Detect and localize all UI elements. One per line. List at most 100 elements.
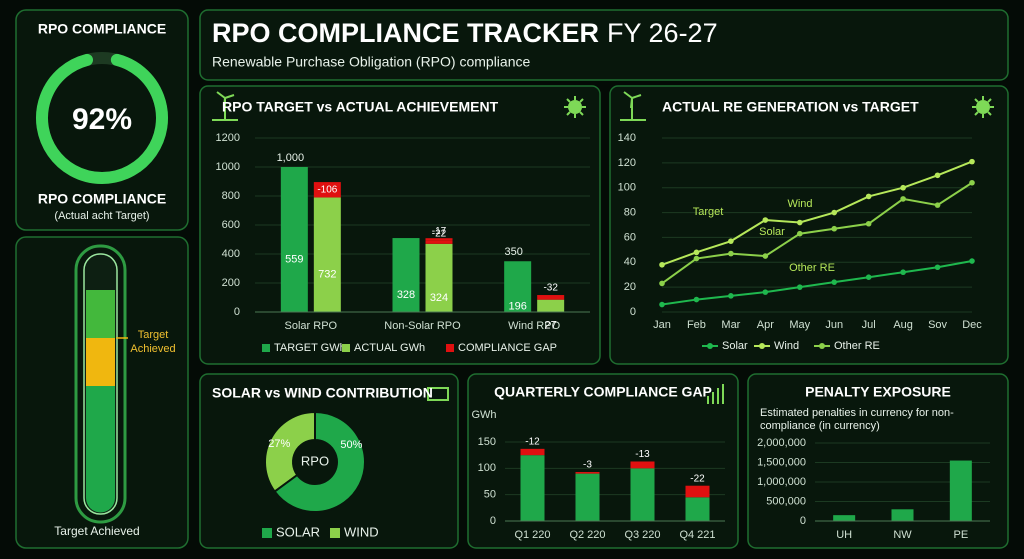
- x-tick-label: Q1 220: [514, 529, 550, 541]
- gap-label: -12: [525, 436, 540, 447]
- x-tick-label: Sov: [928, 319, 947, 331]
- legend-label: WIND: [344, 524, 379, 539]
- y-tick-label: 60: [624, 231, 636, 243]
- inner-label: 732: [318, 269, 336, 281]
- bar: [833, 515, 856, 521]
- y-tick-label: 400: [222, 248, 240, 260]
- gap-bar: [537, 295, 565, 300]
- chart-title: PENALTY EXPOSURE: [805, 384, 951, 400]
- legend-label: COMPLIANCE GAP: [458, 342, 557, 354]
- legend-label: Wind: [774, 340, 799, 352]
- point: [796, 284, 803, 290]
- gap-bar: [575, 472, 600, 474]
- kpi-panel: [15, 9, 189, 231]
- y-tick-label: 200: [222, 277, 240, 289]
- gap-label: -106: [317, 184, 337, 195]
- bar: [891, 509, 914, 521]
- donut-slice: [273, 410, 366, 513]
- y-tick-label: 600: [222, 219, 240, 231]
- gap-bar: [425, 240, 453, 244]
- bar: [504, 261, 532, 312]
- point: [659, 280, 665, 287]
- line: [661, 260, 973, 306]
- chart-title: RPO TARGET vs ACTUAL ACHIEVEMENT: [222, 99, 499, 115]
- gap-label: -22: [432, 228, 447, 239]
- bar: [575, 473, 600, 521]
- tube-segment: [86, 290, 115, 338]
- bar: [949, 460, 972, 521]
- point: [900, 269, 906, 276]
- bar: [425, 243, 453, 312]
- gap-bar: [685, 485, 710, 498]
- inner-label: 196: [508, 301, 526, 313]
- x-tick-label: Dec: [962, 319, 982, 331]
- thermometer-footer: Target Achieved: [54, 524, 139, 538]
- legend-dot: [707, 343, 713, 349]
- slice-label: 50%: [340, 439, 362, 451]
- y-tick-label: 0: [234, 306, 240, 318]
- point: [796, 230, 803, 237]
- point: [969, 179, 975, 186]
- point: [728, 293, 734, 299]
- x-tick-label: Wind RPO: [508, 320, 560, 332]
- tube-segment: [86, 338, 115, 386]
- point: [728, 250, 734, 257]
- legend-label: Other RE: [834, 340, 880, 352]
- point: [865, 274, 872, 281]
- chart-subtitle: compliance (in currency): [760, 420, 880, 432]
- legend-swatch: [342, 344, 350, 352]
- kpi-sublabel: (Actual acht Target): [54, 210, 149, 222]
- x-tick-label: Feb: [687, 319, 706, 331]
- point: [934, 202, 941, 208]
- x-tick-label: Aug: [893, 319, 913, 331]
- chart-title: SOLAR vs WIND CONTRIBUTION: [212, 385, 433, 401]
- gap-label: -32: [543, 283, 558, 294]
- y-tick-label: 1000: [216, 161, 240, 173]
- gap-label: -22: [690, 473, 705, 484]
- title-suffix: FY 26-27: [607, 18, 718, 48]
- value-label: 350: [504, 246, 522, 258]
- point: [969, 258, 975, 264]
- point: [865, 220, 872, 227]
- point: [831, 209, 838, 216]
- point: [831, 225, 838, 232]
- y-tick-label: 2,000,000: [757, 437, 806, 449]
- inner-label: 27: [545, 320, 557, 332]
- gap-bar: [425, 238, 453, 241]
- y-tick-label: 500,000: [766, 495, 806, 507]
- header-subtitle: Renewable Purchase Obligation (RPO) comp…: [212, 54, 530, 70]
- point: [796, 219, 803, 226]
- marker-label: Target: [138, 329, 169, 341]
- y-tick-label: 0: [800, 515, 806, 527]
- gap-label: -3: [583, 460, 592, 471]
- annotation: Wind: [787, 198, 812, 210]
- chart-panel: [199, 373, 459, 549]
- inner-label: 559: [285, 253, 303, 265]
- header-panel: [199, 9, 1009, 81]
- tube-segment: [86, 386, 115, 513]
- x-tick-label: Jul: [862, 319, 876, 331]
- point: [762, 253, 769, 259]
- y-tick-label: 0: [630, 306, 636, 318]
- x-tick-label: Jan: [653, 319, 671, 331]
- gap-label: -13: [635, 449, 650, 460]
- inner-label: 324: [430, 292, 448, 304]
- annotation: Target: [693, 206, 724, 218]
- header-title: RPO COMPLIANCE TRACKER FY 26-27: [212, 18, 718, 48]
- annotation: Other RE: [789, 262, 835, 274]
- point: [969, 158, 975, 165]
- bar: [630, 468, 655, 521]
- gap-label: -17: [432, 226, 447, 237]
- y-tick-label: 40: [624, 256, 636, 268]
- y-tick-label: 50: [484, 489, 496, 501]
- x-tick-label: Apr: [757, 319, 774, 331]
- bar: [537, 299, 565, 312]
- gap-bar: [630, 461, 655, 469]
- legend-swatch: [330, 528, 340, 538]
- point: [659, 261, 665, 268]
- legend-dot: [759, 343, 765, 349]
- point: [934, 264, 941, 271]
- point: [831, 279, 838, 285]
- bar: [520, 455, 545, 521]
